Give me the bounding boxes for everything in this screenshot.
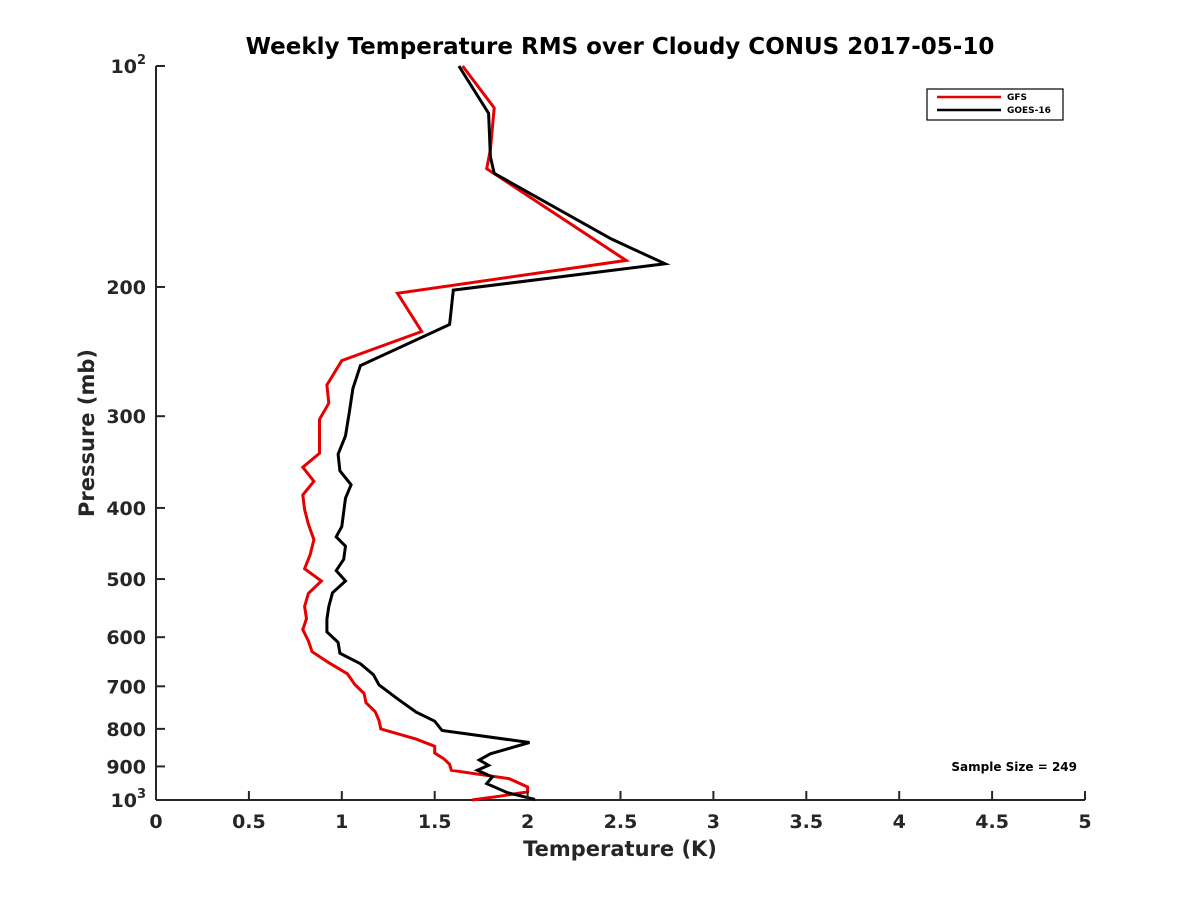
y-tick-label: 600 [106, 627, 146, 649]
y-tick-label: 103 [111, 787, 147, 812]
x-tick-label: 4.5 [975, 811, 1009, 833]
legend-label-goes16: GOES-16 [1007, 106, 1051, 116]
x-tick-label: 3 [707, 811, 720, 833]
legend-box [926, 88, 1064, 121]
y-tick-label: 700 [106, 676, 146, 698]
x-tick-label: 0 [149, 811, 162, 833]
x-tick-label: 4 [893, 811, 906, 833]
y-tick-label: 900 [106, 756, 146, 778]
y-tick-label: 500 [106, 569, 146, 591]
y-tick-label: 400 [106, 498, 146, 520]
y-tick-label: 300 [106, 406, 146, 428]
x-tick-label: 1 [335, 811, 348, 833]
series-line-goes16 [325, 65, 671, 801]
x-tick-label: 1.5 [418, 811, 452, 833]
x-tick-label: 0.5 [232, 811, 266, 833]
y-tick-label: 102 [111, 53, 147, 78]
series-line-gfs [300, 65, 631, 802]
sample-size-annotation: Sample Size = 249 [951, 760, 1077, 774]
chart-title: Weekly Temperature RMS over Cloudy CONUS… [246, 34, 995, 60]
x-axis-label: Temperature (K) [523, 837, 717, 861]
y-tick-label: 200 [106, 277, 146, 299]
series-group [300, 65, 671, 802]
x-tick-label: 3.5 [789, 811, 823, 833]
y-axis-label: Pressure (mb) [75, 349, 99, 517]
x-tick-label: 2 [521, 811, 534, 833]
y-tick-label: 800 [106, 719, 146, 741]
axes [155, 66, 1085, 801]
legend: GFS GOES-16 [926, 88, 1064, 121]
tick-group: 0 0.5 1 1.5 2 2.5 3 3.5 4 4.5 5 102 200 300 400 500 600 7… [106, 53, 1091, 833]
x-tick-label: 2.5 [604, 811, 638, 833]
x-tick-label: 5 [1078, 811, 1091, 833]
legend-label-gfs: GFS [1007, 93, 1027, 103]
